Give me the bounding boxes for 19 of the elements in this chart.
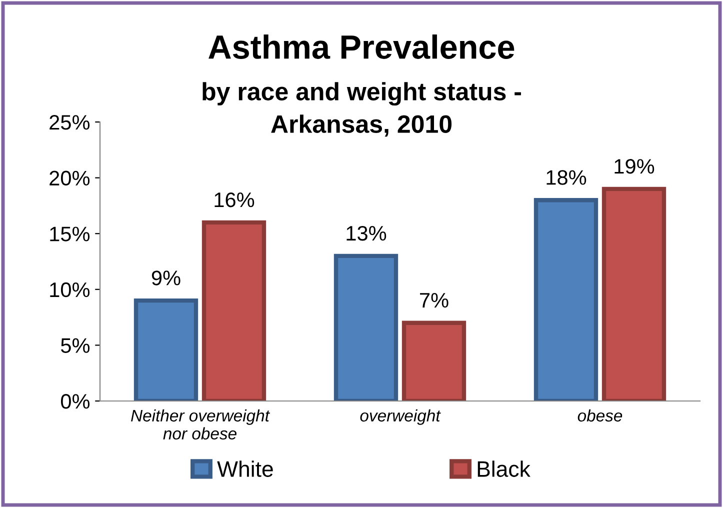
- data-label: 19%: [614, 158, 654, 174]
- data-label: 18%: [546, 170, 586, 185]
- legend-label: White: [217, 460, 273, 477]
- y-tick-label: 0%: [60, 394, 90, 409]
- y-tick-label: 25%: [50, 115, 90, 130]
- data-label: 13%: [346, 226, 386, 241]
- y-tick-label: 5%: [61, 338, 90, 353]
- legend-label: Black: [478, 460, 530, 477]
- y-tick-label: 10%: [50, 282, 90, 298]
- data-label: 16%: [214, 192, 254, 208]
- chart-subtitle: by race and weight status - Arkansas, 2010: [202, 82, 521, 137]
- x-tick-label: overweight: [360, 409, 441, 425]
- y-tick-label: 15%: [50, 226, 90, 242]
- x-tick-label: Neither overweight nor obese: [131, 409, 270, 440]
- x-tick-label: obese: [578, 409, 622, 422]
- chart-title: Asthma Prevalence: [208, 34, 514, 59]
- data-label: 9%: [152, 270, 180, 286]
- y-tick-label: 20%: [50, 170, 90, 186]
- data-label: 7%: [420, 292, 448, 308]
